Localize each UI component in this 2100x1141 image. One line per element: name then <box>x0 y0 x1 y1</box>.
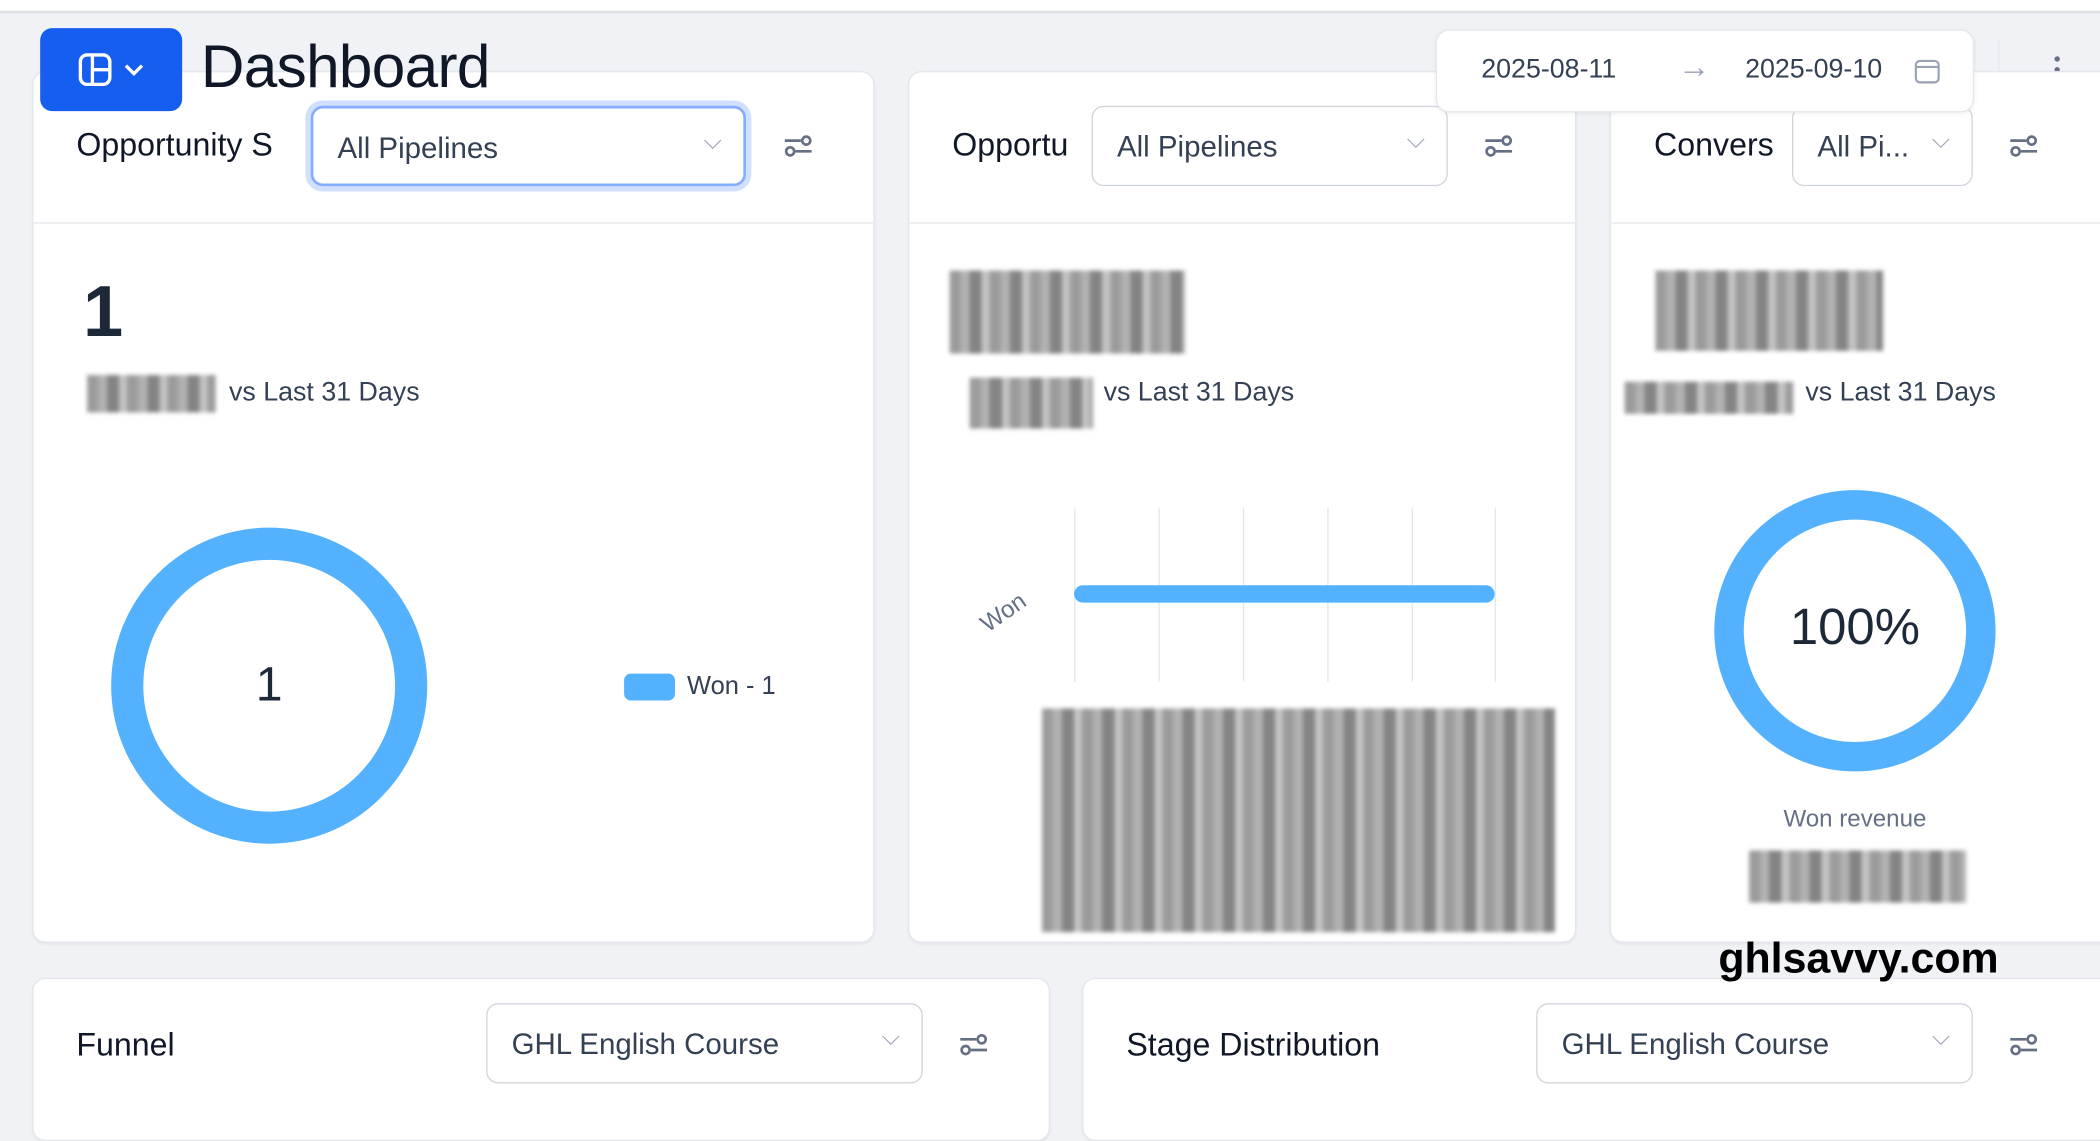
redacted-metric-value <box>949 270 1186 354</box>
opportunity-status-card: Opportunity S All Pipelines ⌵ 1 vs Last 3… <box>32 70 875 943</box>
redacted-won-revenue <box>1749 850 1967 903</box>
redacted-axis-and-legend <box>1041 708 1555 933</box>
pipeline-select-value: All Pi... <box>1817 129 1910 164</box>
card-header <box>909 72 1576 224</box>
card-title: Convers <box>1654 127 1774 164</box>
date-end[interactable]: 2025-09-10 <box>1745 54 1883 85</box>
chevron-down-icon: ⌵ <box>703 127 722 155</box>
calendar-icon <box>1914 59 1940 84</box>
pipeline-select[interactable]: GHL English Course ⌵ <box>1536 1003 1973 1084</box>
legend-swatch <box>624 673 676 701</box>
chevron-down-icon: ⌵ <box>1931 125 1951 153</box>
comparison-label: vs Last 31 Days <box>1805 377 1996 408</box>
filter-settings-icon[interactable] <box>782 130 814 162</box>
filter-settings-icon[interactable] <box>1483 130 1515 162</box>
chevron-down-icon: ⌵ <box>1931 1023 1951 1051</box>
chevron-down-icon: ⌵ <box>881 1023 901 1051</box>
donut-segment-won[interactable] <box>111 527 428 844</box>
pipeline-select[interactable]: All Pipelines ⌵ <box>1091 105 1448 187</box>
divider <box>1998 40 2000 97</box>
redacted-change <box>1624 381 1794 414</box>
filter-settings-icon[interactable] <box>958 1029 990 1061</box>
comparison-label: vs Last 31 Days <box>229 377 420 408</box>
card-title: Funnel <box>76 1027 175 1064</box>
funnel-card: Funnel GHL English Course ⌵ <box>32 977 1051 1141</box>
donut-center-label: 100% <box>1789 600 1921 657</box>
donut-segment-won[interactable] <box>1714 490 1996 772</box>
pipeline-select[interactable]: All Pipelines ⌵ <box>310 105 746 187</box>
watermark: ghlsavvy.com <box>1718 933 1999 982</box>
page-title: Dashboard <box>200 32 490 101</box>
pipeline-select-value: GHL English Course <box>511 1027 780 1061</box>
layout-icon <box>78 53 112 87</box>
stage-distribution-card: Stage Distribution GHL English Course ⌵ <box>1082 977 2100 1141</box>
redacted-change <box>969 377 1093 429</box>
conversion-donut-chart <box>1714 490 1996 772</box>
card-title: Opportunity S <box>76 127 273 164</box>
app-switcher-button[interactable] <box>40 28 183 112</box>
bar-won[interactable] <box>1074 585 1495 603</box>
date-range-picker[interactable]: 2025-08-11 → 2025-09-10 <box>1435 29 1975 113</box>
comparison-label: vs Last 31 Days <box>1103 377 1295 408</box>
pipeline-select-value: GHL English Course <box>1561 1027 1830 1061</box>
date-start[interactable]: 2025-08-11 <box>1481 54 1617 85</box>
filter-settings-icon[interactable] <box>2008 130 2040 162</box>
won-revenue-label: Won revenue <box>1783 804 1927 832</box>
donut-chart <box>111 527 428 844</box>
legend-label[interactable]: Won - 1 <box>687 672 776 701</box>
chevron-down-icon <box>124 64 144 77</box>
redacted-metric-value <box>1655 270 1884 351</box>
top-strip <box>0 0 2100 14</box>
filter-settings-icon[interactable] <box>2008 1029 2040 1061</box>
card-title: Stage Distribution <box>1126 1027 1381 1064</box>
pipeline-select-value: All Pipelines <box>1116 129 1278 164</box>
metric-value: 1 <box>83 271 124 353</box>
card-header <box>33 72 874 224</box>
card-header <box>1611 72 2100 224</box>
redacted-change <box>87 375 216 413</box>
opportunity-value-card: Opportu All Pipelines ⌵ vs Last 31 Days W… <box>908 70 1577 943</box>
axis-label-won: Won <box>975 587 1032 638</box>
pipeline-select-value: All Pipelines <box>337 131 499 165</box>
conversion-rate-card: Convers All Pi... ⌵ vs Last 31 Days 100% … <box>1609 70 2100 943</box>
chevron-down-icon: ⌵ <box>1406 125 1426 153</box>
arrow-right-icon: → <box>1678 49 1711 86</box>
gridline <box>1494 507 1496 682</box>
pipeline-select[interactable]: GHL English Course ⌵ <box>486 1003 923 1084</box>
donut-center-label: 1 <box>255 656 283 712</box>
pipeline-select[interactable]: All Pi... ⌵ <box>1791 105 1973 187</box>
card-title: Opportu <box>952 127 1069 164</box>
